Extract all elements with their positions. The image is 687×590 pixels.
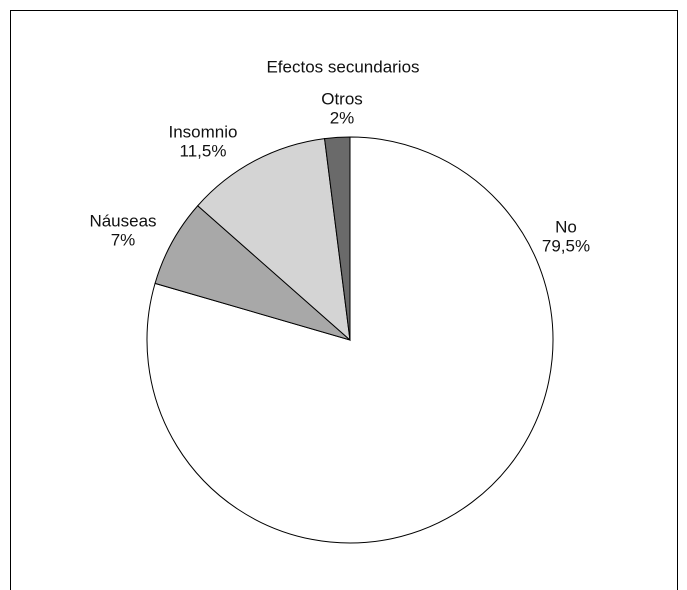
slice-label: Insomnio xyxy=(169,122,238,141)
pie-slice xyxy=(323,136,351,341)
slice-value-label: 11,5% xyxy=(180,141,227,160)
pie-slice xyxy=(197,138,351,342)
slice-value-label: 79,5% xyxy=(542,236,590,255)
slice-label: Otros xyxy=(321,89,363,108)
frame xyxy=(10,10,678,590)
slice-value-label: 7% xyxy=(111,230,136,249)
slice-label: No xyxy=(555,217,577,236)
slice-label: Náuseas xyxy=(89,211,156,230)
slice-value-label: 2% xyxy=(330,108,355,127)
chart-title: Efectos secundarios xyxy=(266,57,419,76)
